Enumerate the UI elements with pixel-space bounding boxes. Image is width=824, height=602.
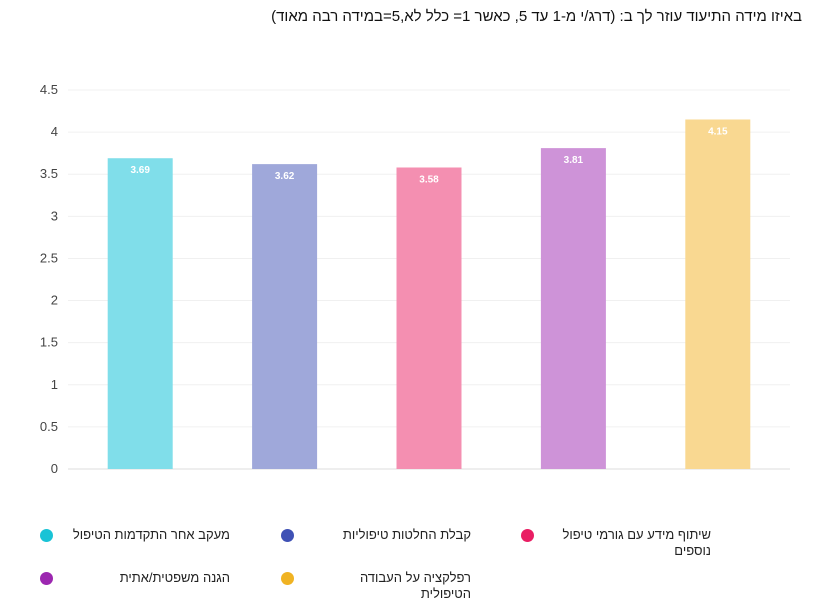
y-tick-label: 4.5: [40, 82, 58, 97]
legend-item[interactable]: מעקב אחר התקדמות הטיפול: [40, 527, 230, 543]
legend-item[interactable]: קבלת החלטות טיפוליות: [281, 527, 471, 543]
y-tick-label: 0: [51, 461, 58, 476]
chart-title: באיזו מידה התיעוד עוזר לך ב: (דרג/י מ-1 …: [271, 8, 802, 25]
legend-label: קבלת החלטות טיפוליות: [342, 527, 471, 542]
bar-value-label: 4.15: [708, 126, 728, 137]
legend-label: שיתוף מידע עם גורמי טיפול נוספים: [562, 527, 711, 558]
y-tick-label: 2: [51, 293, 58, 308]
y-tick-label: 4: [51, 124, 58, 139]
bar-value-label: 3.69: [130, 165, 150, 176]
legend-color-dot: [281, 572, 294, 585]
legend-label: רפלקציה על העבודה הטיפולית: [359, 570, 471, 601]
y-tick-label: 0.5: [40, 419, 58, 434]
y-tick-label: 2.5: [40, 250, 58, 265]
bar-value-label: 3.81: [564, 155, 584, 166]
legend-label: מעקב אחר התקדמות הטיפול: [72, 527, 230, 542]
bar[interactable]: [685, 119, 751, 469]
legend-color-dot: [40, 529, 53, 542]
legend-label: הגנה משפטית/אתית: [119, 570, 230, 585]
legend-color-dot: [40, 572, 53, 585]
legend-item[interactable]: הגנה משפטית/אתית: [40, 570, 230, 586]
y-tick-label: 1.5: [40, 335, 58, 350]
bar[interactable]: [540, 148, 606, 469]
legend-color-dot: [521, 529, 534, 542]
bar[interactable]: [396, 167, 462, 470]
bar[interactable]: [107, 158, 173, 469]
y-tick-label: 1: [51, 377, 58, 392]
bar-value-label: 3.62: [275, 171, 295, 182]
legend-item[interactable]: רפלקציה על העבודה הטיפולית: [281, 570, 471, 602]
y-tick-label: 3.5: [40, 166, 58, 181]
legend-item[interactable]: שיתוף מידע עם גורמי טיפול נוספים: [521, 527, 711, 559]
legend-color-dot: [281, 529, 294, 542]
bar[interactable]: [252, 164, 318, 470]
y-tick-label: 3: [51, 208, 58, 223]
bar-value-label: 3.58: [419, 174, 439, 185]
